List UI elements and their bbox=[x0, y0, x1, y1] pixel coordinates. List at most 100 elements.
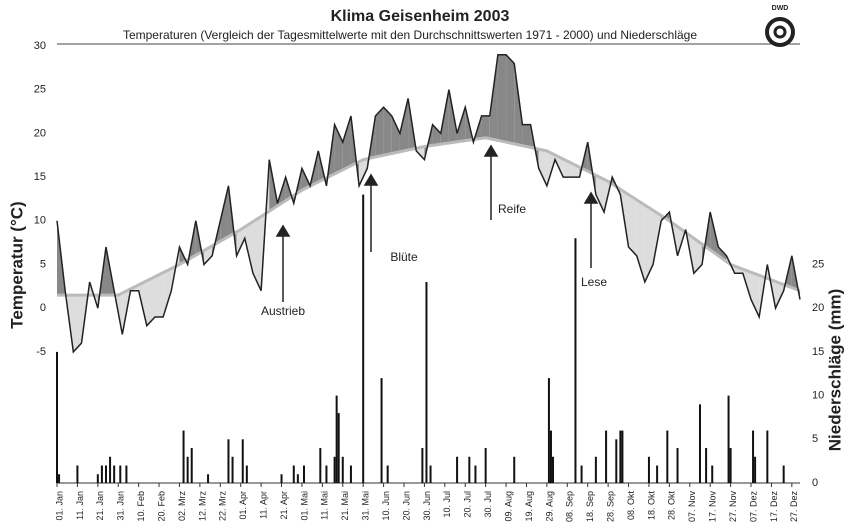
x-tick-label: 31. Mai bbox=[361, 491, 371, 521]
bar bbox=[335, 395, 338, 483]
x-tick-label: 09. Aug bbox=[503, 491, 513, 522]
deviation-fill bbox=[399, 98, 409, 152]
y2-tick-label: 10 bbox=[812, 390, 824, 402]
x-tick-label: 30. Jun bbox=[422, 491, 432, 521]
bar bbox=[341, 456, 344, 483]
deviation-fill bbox=[751, 272, 760, 317]
deviation-fill bbox=[538, 149, 547, 186]
y2-tick-label: 0 bbox=[812, 477, 818, 489]
deviation-fill bbox=[163, 268, 172, 317]
bar bbox=[615, 439, 618, 483]
bar bbox=[96, 474, 99, 483]
deviation-fill bbox=[775, 281, 784, 309]
deviation-fill bbox=[522, 124, 531, 148]
deviation-fill bbox=[718, 247, 727, 262]
bar bbox=[429, 465, 432, 483]
bar bbox=[421, 448, 424, 483]
y-axis-label: Temperatur (°C) bbox=[7, 201, 26, 328]
x-tick-label: 17. Nov bbox=[708, 491, 718, 523]
bar bbox=[552, 456, 555, 483]
x-tick-label: 07. Dez bbox=[748, 491, 758, 523]
bar bbox=[666, 430, 669, 483]
y2-tick-label: 20 bbox=[812, 302, 824, 314]
deviation-fill bbox=[342, 115, 351, 170]
bar bbox=[605, 430, 608, 483]
x-tick-label: 30. Jul bbox=[483, 491, 493, 518]
deviation-fill bbox=[595, 175, 605, 213]
x-tick-label: 21. Apr bbox=[279, 491, 289, 520]
chart-subtitle: Temperaturen (Vergleich der Tagesmittelw… bbox=[123, 28, 697, 42]
logo-text: DWD bbox=[772, 5, 789, 12]
deviation-fill bbox=[252, 216, 262, 291]
bar bbox=[227, 439, 230, 483]
bar bbox=[754, 456, 757, 483]
x-tick-label: 02. Mrz bbox=[177, 491, 187, 522]
bar bbox=[362, 194, 365, 483]
bar bbox=[574, 238, 577, 483]
line bbox=[56, 53, 801, 354]
deviation-fill bbox=[154, 272, 164, 317]
x-tick-label: 28. Sep bbox=[606, 491, 616, 522]
bar bbox=[186, 456, 189, 483]
x-tick-label: 12. Mrz bbox=[197, 491, 207, 522]
bar bbox=[711, 465, 714, 483]
x-tick-label: 11. Jan bbox=[75, 491, 85, 520]
deviation-fill bbox=[489, 54, 498, 141]
x-tick-label: 10. Jul bbox=[442, 491, 452, 518]
bar bbox=[547, 378, 550, 483]
bar bbox=[594, 456, 597, 483]
deviation-fill bbox=[73, 295, 82, 352]
annotation: Lese bbox=[581, 275, 607, 289]
bar bbox=[549, 430, 552, 483]
bar bbox=[752, 430, 755, 483]
bar bbox=[456, 456, 459, 483]
x-tick-label: 29. Aug bbox=[544, 491, 554, 522]
x-tick-label: 01. Apr bbox=[238, 491, 248, 520]
bar bbox=[337, 413, 340, 483]
bar bbox=[333, 456, 336, 483]
bar bbox=[468, 456, 471, 483]
deviation-fill bbox=[644, 205, 654, 282]
annotation-arrows bbox=[275, 144, 599, 302]
bar bbox=[319, 448, 322, 483]
bar bbox=[100, 465, 103, 483]
y2-tick-label: 15 bbox=[812, 346, 824, 358]
x-tick-label: 17. Dez bbox=[769, 491, 779, 523]
bar bbox=[182, 430, 185, 483]
deviation-fill bbox=[334, 124, 343, 174]
bar bbox=[292, 465, 295, 483]
x-tick-label: 08. Sep bbox=[565, 491, 575, 522]
y2-axis-label: Niederschläge (mm) bbox=[825, 289, 844, 452]
deviation-fill bbox=[220, 185, 229, 242]
x-tick-label: 27. Nov bbox=[728, 491, 738, 523]
bar bbox=[76, 465, 79, 483]
x-tick-label: 19. Aug bbox=[524, 491, 534, 522]
chart-title: Klima Geisenheim 2003 bbox=[331, 8, 510, 25]
bar bbox=[484, 448, 487, 483]
x-tick-label: 21. Jan bbox=[95, 491, 105, 521]
bar bbox=[380, 378, 383, 483]
deviation-fill bbox=[383, 107, 392, 156]
annotation: Austrieb bbox=[261, 304, 305, 318]
bar bbox=[580, 465, 583, 483]
deviation-fill bbox=[236, 226, 245, 256]
x-tick-label: 20. Feb bbox=[156, 491, 166, 522]
bar bbox=[231, 456, 234, 483]
deviation-fill bbox=[497, 54, 507, 143]
bar bbox=[782, 465, 785, 483]
deviation-fill bbox=[481, 115, 490, 139]
x-tick-label: 07. Nov bbox=[687, 491, 697, 523]
bar bbox=[119, 465, 122, 483]
bar bbox=[698, 404, 701, 483]
deviation-fill bbox=[628, 194, 637, 256]
bar bbox=[56, 351, 58, 483]
deviation-fill bbox=[359, 158, 368, 186]
bar bbox=[676, 448, 679, 483]
bar bbox=[325, 465, 328, 483]
y-tick-label: -5 bbox=[36, 346, 46, 358]
y-tick-label: 10 bbox=[34, 215, 46, 227]
bar bbox=[766, 430, 769, 483]
y-tick-label: 20 bbox=[34, 127, 46, 139]
x-tick-label: 10. Jun bbox=[381, 491, 391, 521]
deviation-fill bbox=[244, 221, 253, 274]
